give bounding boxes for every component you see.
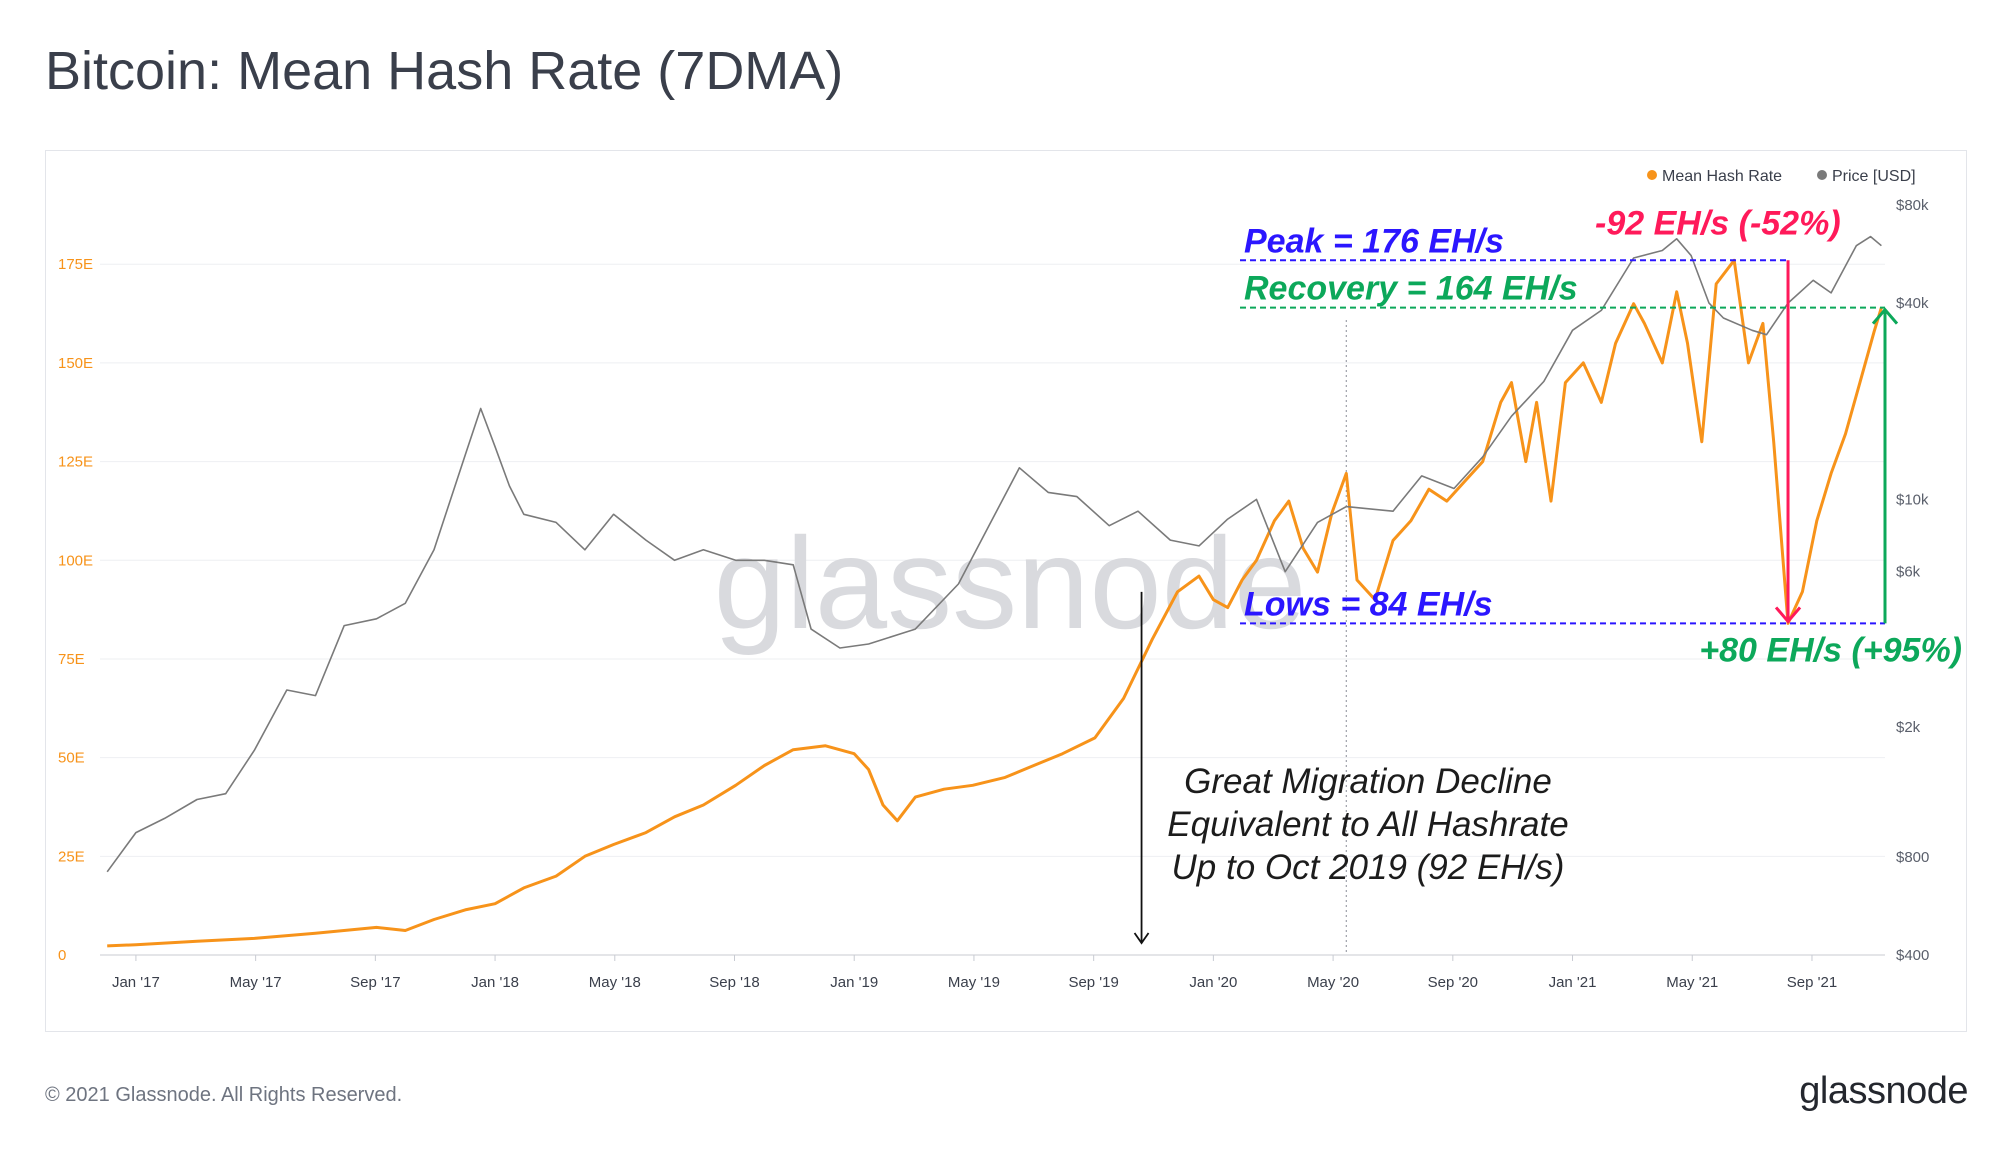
y-right-tick-label: $2k bbox=[1896, 719, 1921, 736]
migration-label-line: Up to Oct 2019 (92 EH/s) bbox=[1172, 848, 1565, 887]
drop-arrow-head bbox=[1774, 606, 1802, 624]
migration-label-line: Great Migration Decline bbox=[1184, 762, 1552, 801]
y-left-tick-label: 25E bbox=[58, 848, 85, 865]
footer-copyright: © 2021 Glassnode. All Rights Reserved. bbox=[45, 1084, 403, 1106]
drop-label: -92 EH/s (-52%) bbox=[1595, 204, 1841, 242]
x-tick-label: Jan '20 bbox=[1189, 974, 1237, 991]
recovery-label: Recovery = 164 EH/s bbox=[1244, 270, 1578, 308]
lows-label: Lows = 84 EH/s bbox=[1244, 585, 1493, 623]
legend-swatch-hash-rate bbox=[1647, 170, 1657, 180]
y-left-tick-label: 175E bbox=[58, 256, 93, 273]
y-right-tick-label: $800 bbox=[1896, 849, 1929, 866]
y-left-tick-label: 0 bbox=[58, 947, 66, 964]
footer-logo: glassnode bbox=[1799, 1070, 1968, 1112]
x-tick-label: Jan '19 bbox=[830, 974, 878, 991]
y-right-tick-label: $6k bbox=[1896, 564, 1921, 581]
x-tick-label: Jan '21 bbox=[1549, 974, 1597, 991]
legend-swatch-price bbox=[1817, 170, 1827, 180]
migration-label-line: Equivalent to All Hashrate bbox=[1167, 805, 1568, 844]
page-title: Bitcoin: Mean Hash Rate (7DMA) bbox=[45, 41, 844, 101]
migration-arrow-head bbox=[1133, 932, 1150, 945]
y-left-tick-label: 125E bbox=[58, 454, 93, 471]
recovery-gain-label: +80 EH/s (+95%) bbox=[1699, 631, 1962, 669]
x-tick-label: Sep '21 bbox=[1787, 974, 1837, 991]
y-left-tick-label: 50E bbox=[58, 750, 85, 767]
y-right-tick-label: $40k bbox=[1896, 295, 1929, 312]
legend-label-hash-rate[interactable]: Mean Hash Rate bbox=[1662, 168, 1782, 185]
x-tick-label: May '19 bbox=[948, 974, 1000, 991]
x-tick-label: May '18 bbox=[589, 974, 641, 991]
x-tick-label: Jan '18 bbox=[471, 974, 519, 991]
x-tick-label: Sep '19 bbox=[1068, 974, 1118, 991]
legend-label-price[interactable]: Price [USD] bbox=[1832, 168, 1916, 185]
watermark: glassnode bbox=[714, 510, 1307, 656]
x-tick-label: Jan '17 bbox=[112, 974, 160, 991]
series-line-hash-rate bbox=[107, 258, 1883, 948]
axes-group: 0 25E 50E 75E 100E 125E 150E 175E $400 $800 $2k $6k… bbox=[58, 197, 1929, 991]
y-left-tick-label: 100E bbox=[58, 552, 93, 569]
x-tick-label: Sep '18 bbox=[709, 974, 759, 991]
x-tick-label: May '17 bbox=[230, 974, 282, 991]
x-tick-label: Sep '17 bbox=[350, 974, 400, 991]
x-tick-label: Sep '20 bbox=[1428, 974, 1478, 991]
recovery-arrow-head bbox=[1871, 307, 1899, 325]
annotations-group: Peak = 176 EH/s Recovery = 164 EH/s Lows =… bbox=[1133, 204, 1962, 945]
chart-frame bbox=[45, 150, 1967, 1032]
series-line-price bbox=[106, 235, 1882, 873]
y-left-tick-label: 75E bbox=[58, 651, 85, 668]
x-tick-label: May '20 bbox=[1307, 974, 1359, 991]
legend: Mean Hash Rate Price [USD] bbox=[1647, 168, 1916, 185]
y-right-tick-label: $10k bbox=[1896, 491, 1929, 508]
y-left-tick-label: 150E bbox=[58, 355, 93, 372]
x-tick-label: May '21 bbox=[1666, 974, 1718, 991]
y-right-tick-label: $400 bbox=[1896, 947, 1929, 964]
peak-label: Peak = 176 EH/s bbox=[1244, 222, 1504, 260]
series-group bbox=[106, 235, 1883, 948]
y-right-tick-label: $80k bbox=[1896, 197, 1929, 214]
